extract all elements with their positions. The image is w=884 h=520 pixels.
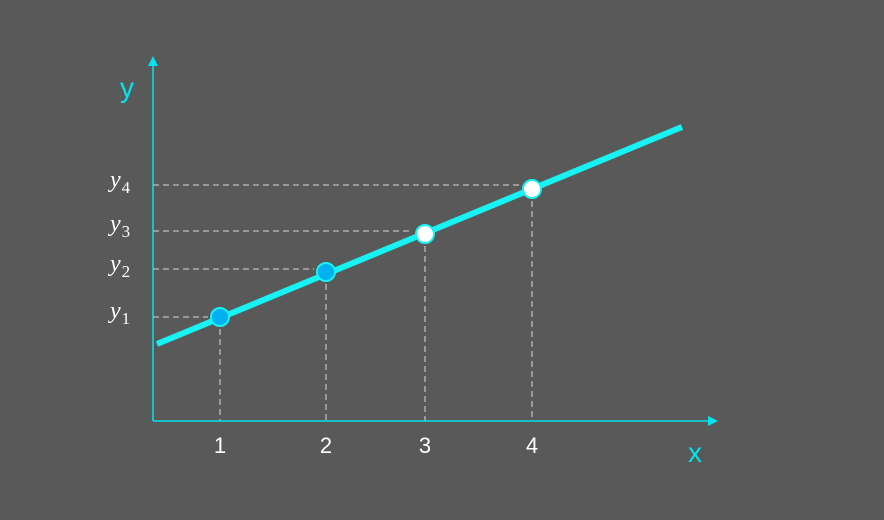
x-axis-name: x bbox=[688, 437, 702, 468]
y-label-2: y2 bbox=[108, 251, 130, 281]
x-tick-label-1: 1 bbox=[214, 433, 226, 458]
x-tick-labels: 1 2 3 4 bbox=[214, 433, 538, 458]
x-tick-label-3: 3 bbox=[419, 433, 431, 458]
y-value-labels: y1 y2 y3 y4 bbox=[108, 167, 131, 328]
y-axis-name: y bbox=[120, 72, 134, 103]
guide-lines bbox=[153, 184, 533, 421]
y-label-1: y1 bbox=[108, 298, 130, 328]
data-points bbox=[210, 179, 542, 327]
x-tick-label-2: 2 bbox=[320, 433, 332, 458]
point-2-filled bbox=[316, 262, 336, 282]
y-label-4: y4 bbox=[108, 167, 131, 197]
point-4-open bbox=[522, 179, 542, 199]
x-tick-label-4: 4 bbox=[526, 433, 538, 458]
y-label-3: y3 bbox=[108, 211, 130, 241]
point-3-open bbox=[415, 224, 435, 244]
point-1-filled bbox=[210, 307, 230, 327]
